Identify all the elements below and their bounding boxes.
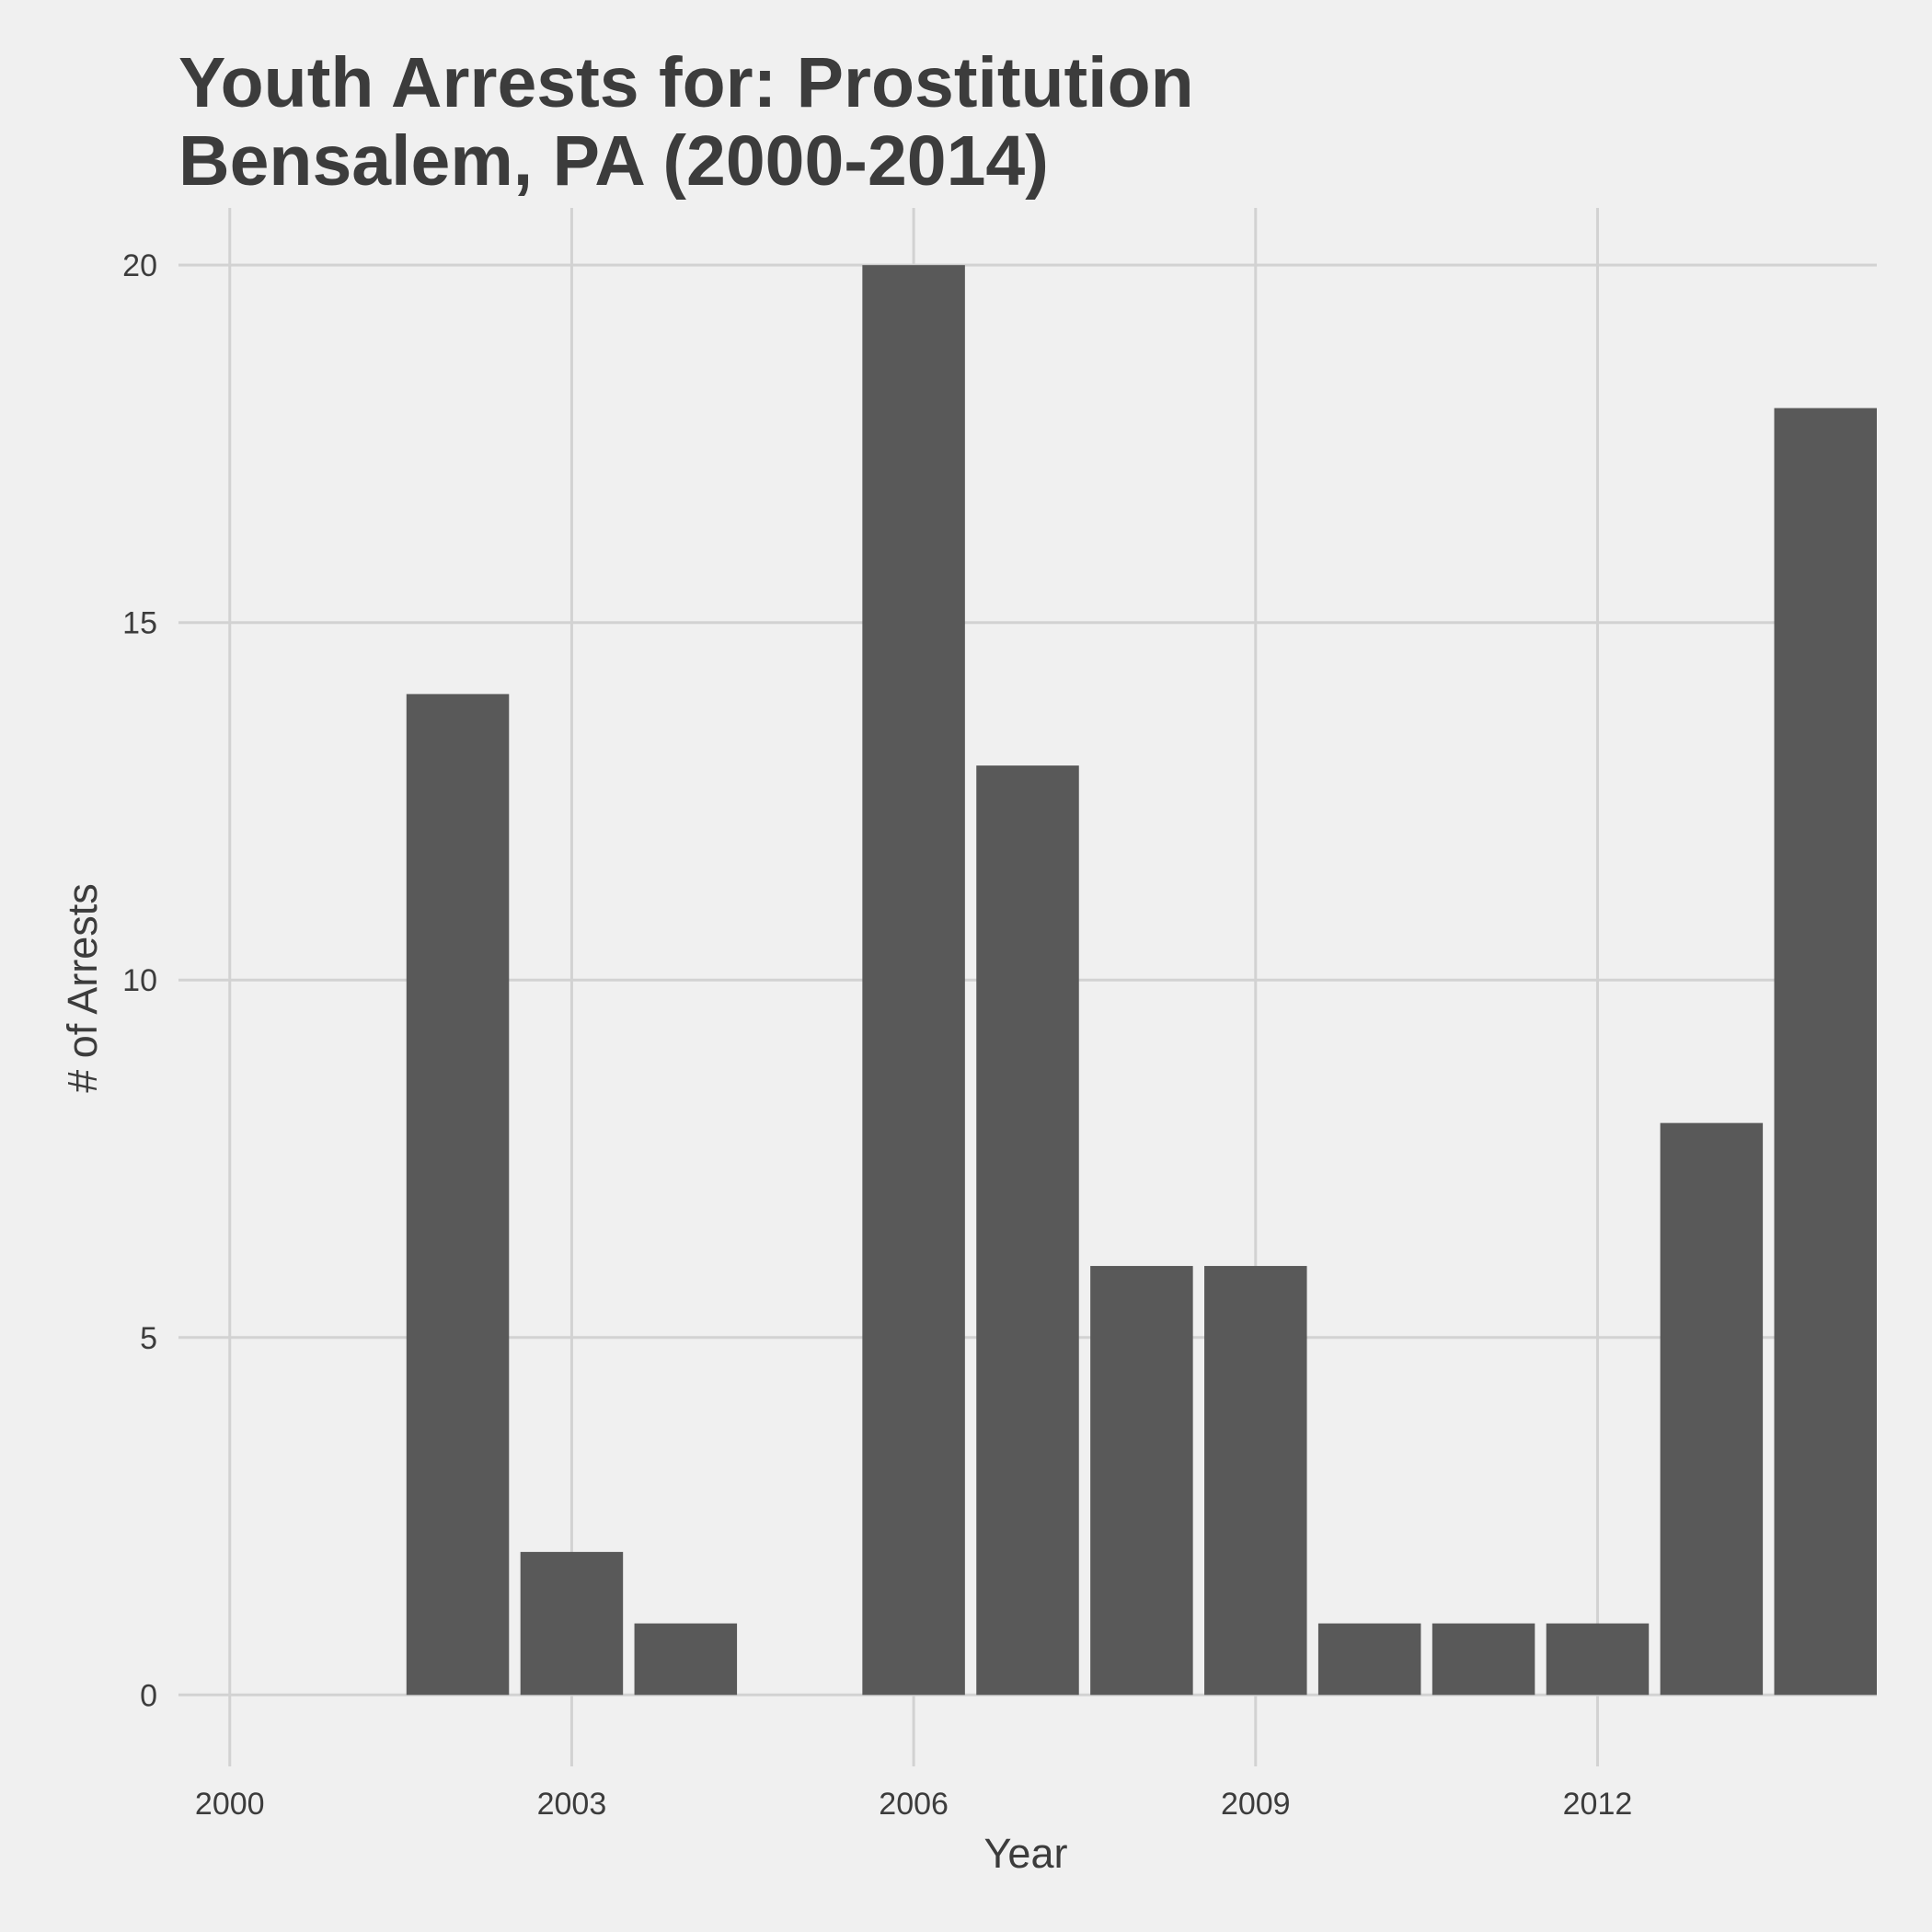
tick-labels: 0 5 10 15 20 2000 2003 2006 2009 2012 [122, 248, 1632, 1822]
x-tick-label: 2009 [1221, 1787, 1291, 1822]
bar-2009 [1204, 1266, 1307, 1696]
bar-2004 [634, 1623, 738, 1696]
y-tick-label: 10 [122, 963, 157, 998]
bar-2011 [1432, 1623, 1535, 1696]
y-tick-label: 15 [122, 606, 157, 641]
bar-2012 [1546, 1623, 1650, 1696]
y-axis-title: # of Arrests [59, 883, 106, 1093]
y-tick-label: 5 [140, 1321, 157, 1356]
x-tick-label: 2012 [1563, 1787, 1633, 1822]
bar-2014 [1774, 408, 1877, 1696]
bar-2013 [1660, 1122, 1764, 1696]
bar-2002 [406, 694, 510, 1696]
y-tick-label: 0 [140, 1678, 157, 1713]
title-line-1: Youth Arrests for: Prostitution [178, 43, 1194, 122]
x-axis-title: Year [984, 1830, 1068, 1877]
bar-2008 [1090, 1266, 1193, 1696]
bar-2007 [976, 765, 1079, 1696]
bar-2003 [520, 1551, 624, 1696]
x-tick-label: 2006 [879, 1787, 949, 1822]
bar-2006 [862, 265, 965, 1696]
title-line-2: Bensalem, PA (2000-2014) [178, 121, 1049, 201]
bars [406, 265, 1877, 1696]
chart-title: Youth Arrests for: Prostitution Bensalem… [178, 43, 1194, 201]
x-tick-label: 2000 [195, 1787, 265, 1822]
y-tick-label: 20 [122, 248, 157, 283]
bar-2010 [1317, 1623, 1421, 1696]
x-tick-label: 2003 [537, 1787, 607, 1822]
